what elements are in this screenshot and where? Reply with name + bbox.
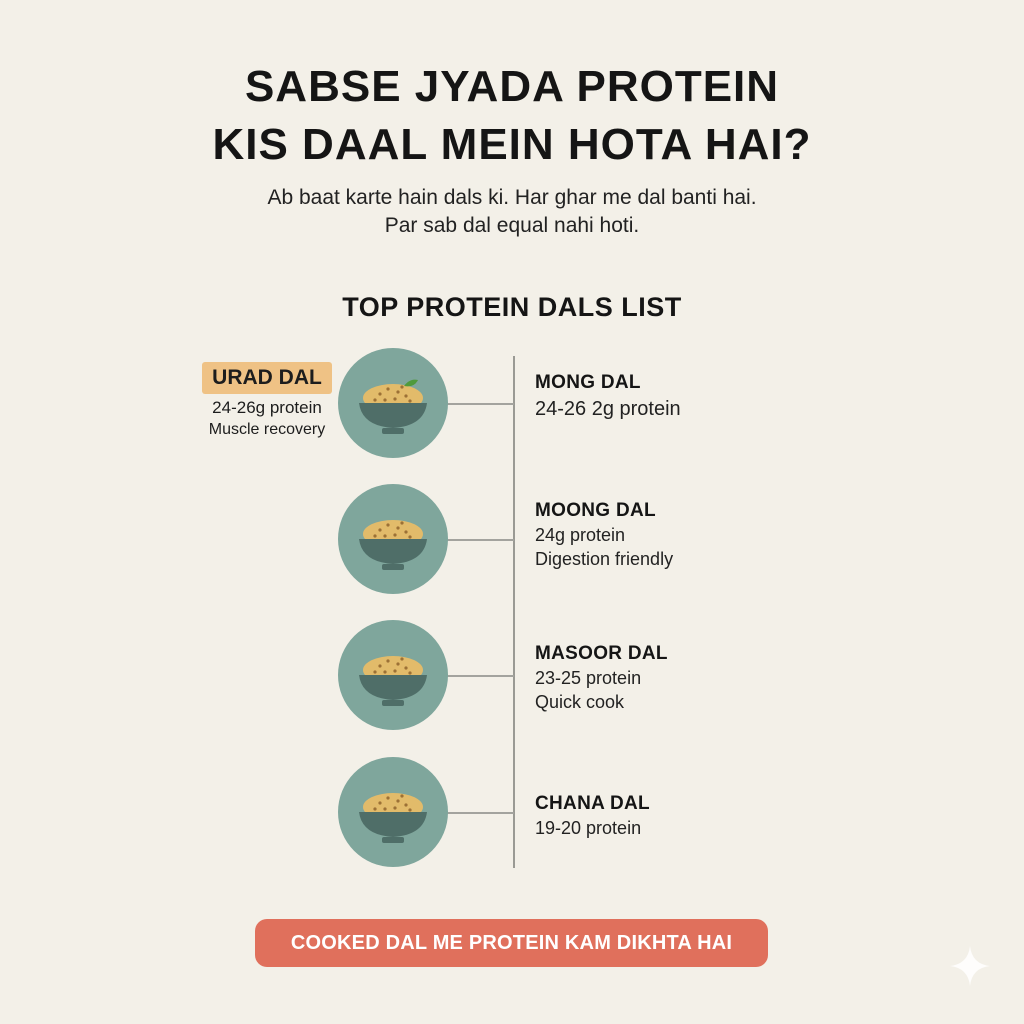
connector-3 xyxy=(440,675,514,677)
dal-bowl-icon xyxy=(338,484,448,594)
timeline-line xyxy=(513,356,515,868)
featured-dal: URAD DAL 24-26g protein Muscle recovery xyxy=(192,362,342,439)
page-title: SABSE JYADA PROTEIN KIS DAAL MEIN HOTA H… xyxy=(0,58,1024,174)
connector-1 xyxy=(440,403,514,405)
dal-protein: 24g protein xyxy=(535,525,626,545)
dal-name: CHANA DAL xyxy=(535,793,650,814)
dal-bowl-icon xyxy=(338,757,448,867)
dal-item-1: MONG DAL 24-26 2g protein xyxy=(535,372,681,421)
title-line-1: SABSE JYADA PROTEIN xyxy=(244,62,780,111)
footer-note: COOKED DAL ME PROTEIN KAM DIKHTA HAI xyxy=(255,919,768,967)
dal-benefit: Quick cook xyxy=(535,692,625,712)
dal-bowl-icon xyxy=(338,620,448,730)
subtitle-line-1: Ab baat karte hain dals ki. Har ghar me … xyxy=(267,186,757,209)
subtitle-line-2: Par sab dal equal nahi hoti. xyxy=(384,214,640,237)
sparkle-icon xyxy=(950,946,990,986)
featured-dal-tag: URAD DAL xyxy=(202,362,332,394)
dal-name: MASOOR DAL xyxy=(535,643,668,664)
dal-benefit: Digestion friendly xyxy=(535,549,674,569)
dal-protein: 24-26 2g protein xyxy=(535,398,681,420)
list-heading: TOP PROTEIN DALS LIST xyxy=(342,292,682,322)
connector-4 xyxy=(440,812,514,814)
connector-2 xyxy=(440,539,514,541)
subtitle: Ab baat karte hain dals ki. Har ghar me … xyxy=(0,184,1024,240)
featured-dal-protein: 24-26g protein xyxy=(212,398,322,417)
featured-dal-benefit: Muscle recovery xyxy=(208,421,326,438)
dal-item-3: MASOOR DAL 23-25 protein Quick cook xyxy=(535,643,668,713)
dal-item-4: CHANA DAL 19-20 protein xyxy=(535,793,650,839)
dal-bowl-icon xyxy=(338,348,448,458)
dal-item-2: MOONG DAL 24g protein Digestion friendly xyxy=(535,500,673,570)
dal-name: MONG DAL xyxy=(535,372,641,393)
dal-protein: 19-20 protein xyxy=(535,818,642,838)
dal-name: MOONG DAL xyxy=(535,500,656,521)
title-line-2: KIS DAAL MEIN HOTA HAI? xyxy=(212,120,812,169)
dal-protein: 23-25 protein xyxy=(535,668,642,688)
leaf-icon xyxy=(404,379,418,387)
